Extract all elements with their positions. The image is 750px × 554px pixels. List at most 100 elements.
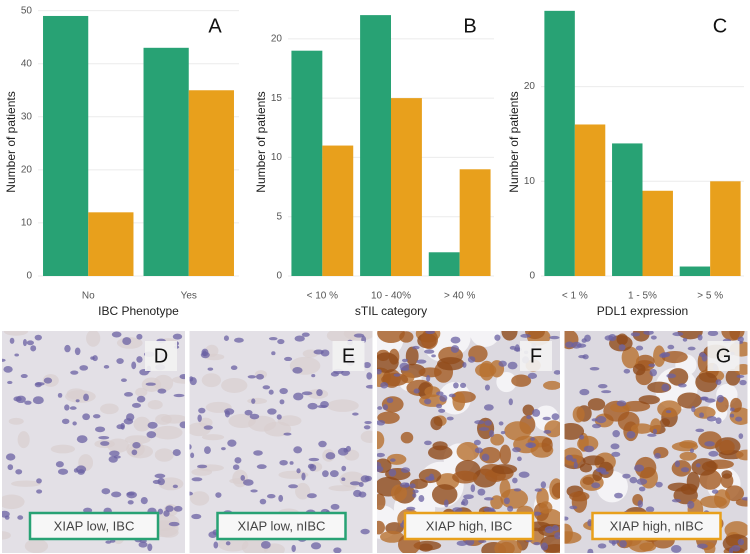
nucleus <box>512 447 521 453</box>
nucleus <box>3 365 13 373</box>
bar <box>428 252 460 276</box>
caption-box <box>216 511 347 541</box>
nucleus <box>543 429 552 434</box>
nucleus <box>498 421 504 426</box>
stained-cell <box>677 331 703 340</box>
nucleus <box>707 331 719 337</box>
nucleus <box>540 481 547 489</box>
nucleus <box>191 477 203 482</box>
caption: XIAP high, nIBC <box>610 518 704 533</box>
nucleus <box>474 420 485 425</box>
nucleus <box>564 516 569 521</box>
stroma <box>295 482 311 500</box>
nucleus <box>604 335 614 341</box>
nucleus <box>127 500 134 505</box>
bar <box>88 212 134 276</box>
nucleus <box>680 467 690 473</box>
stroma <box>133 416 151 432</box>
nucleus <box>597 543 607 549</box>
stroma <box>217 537 249 552</box>
nucleus <box>508 398 513 406</box>
panel-letter: F <box>530 345 542 367</box>
stroma <box>241 538 269 553</box>
nucleus <box>737 336 744 343</box>
caption-box <box>403 511 535 541</box>
nucleus <box>708 450 719 457</box>
nucleus <box>474 447 484 454</box>
nucleus <box>36 478 42 484</box>
nucleus <box>406 506 416 511</box>
nucleus <box>124 392 134 397</box>
nucleus <box>366 372 373 380</box>
stained-cell <box>390 484 407 502</box>
nucleus <box>518 471 530 478</box>
nucleus <box>260 540 271 549</box>
nucleus <box>83 393 89 402</box>
nucleus <box>34 382 42 388</box>
y-tick-label: 20 <box>271 33 283 44</box>
stained-cell <box>632 363 646 376</box>
nucleus <box>57 392 63 398</box>
nucleus <box>126 413 135 422</box>
nucleus <box>120 378 127 383</box>
stained-cell <box>377 352 399 373</box>
stained-cell <box>386 453 407 465</box>
nucleus <box>532 409 541 417</box>
nucleus <box>671 498 682 503</box>
stained-cell <box>405 346 419 366</box>
stained-cell <box>400 431 414 444</box>
fat-cell <box>469 331 501 347</box>
nucleus <box>460 382 467 388</box>
x-tick-label: No <box>82 291 95 302</box>
stained-cell <box>657 400 682 418</box>
letter-box <box>520 341 552 371</box>
nucleus <box>700 396 709 401</box>
nucleus <box>294 335 305 342</box>
nucleus <box>131 361 137 370</box>
caption: XIAP low, nIBC <box>238 518 326 533</box>
nucleus <box>293 446 303 454</box>
stained-cell <box>736 449 748 461</box>
nucleus <box>716 394 725 403</box>
nucleus <box>251 398 256 404</box>
bar <box>43 15 89 277</box>
nucleus <box>500 431 506 435</box>
nucleus <box>478 539 487 544</box>
stained-cell <box>700 495 727 508</box>
nucleus <box>364 475 372 482</box>
nucleus <box>412 489 419 494</box>
caption: XIAP high, IBC <box>426 518 512 533</box>
stroma <box>2 531 11 540</box>
nucleus <box>17 515 24 520</box>
nucleus <box>154 473 166 479</box>
stained-cell <box>522 404 535 416</box>
nucleus <box>145 382 156 386</box>
nucleus <box>400 467 411 473</box>
y-tick-label: 20 <box>524 81 536 92</box>
stroma <box>124 435 151 445</box>
nucleus <box>542 416 551 421</box>
y-tick-label: 40 <box>21 58 33 69</box>
nucleus <box>122 337 132 346</box>
nucleus <box>699 412 704 418</box>
nucleus <box>262 385 271 390</box>
stained-cell <box>500 488 529 509</box>
nucleus <box>116 358 124 364</box>
bar <box>710 181 741 276</box>
nucleus <box>7 380 13 385</box>
nucleus <box>388 468 397 477</box>
panel-letter: D <box>154 345 168 367</box>
nucleus <box>737 538 745 546</box>
nucleus <box>424 349 435 354</box>
nucleus <box>470 484 476 493</box>
nucleus <box>13 396 22 402</box>
nucleus <box>399 482 410 488</box>
x-tick-label: < 10 % <box>307 291 339 302</box>
nucleus <box>15 469 23 475</box>
nucleus <box>695 463 701 468</box>
nucleus <box>638 486 646 492</box>
stroma <box>201 373 221 388</box>
stained-cell <box>511 374 532 387</box>
nucleus <box>136 333 143 340</box>
